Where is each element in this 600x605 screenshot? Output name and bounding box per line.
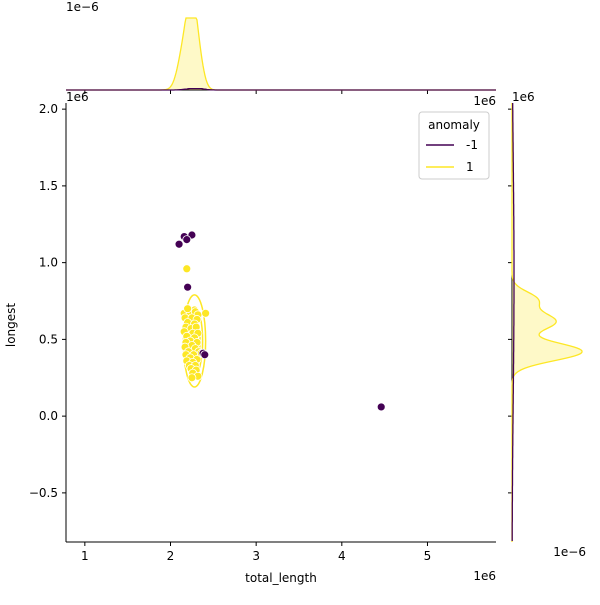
right-marginal-curve--1 xyxy=(511,103,515,541)
y-tick-label: 1.5 xyxy=(39,179,58,193)
scatter-point-normal xyxy=(201,308,211,318)
x-offset-label: 1e6 xyxy=(473,569,496,583)
x-axis-label: total_length xyxy=(245,571,317,585)
scatter-point-anomaly xyxy=(182,235,192,245)
right-marginal-fill-1 xyxy=(512,103,582,542)
x-tick-label: 3 xyxy=(252,549,260,563)
top-marginal-kde xyxy=(66,17,496,94)
main-plot-area: 1 2 3 4 5 −0.5 0.0 0.5 1.0 1.5 2.0 xyxy=(29,102,496,563)
top-marginal-right-offset-label: 1e6 xyxy=(473,94,496,108)
scatter-point-anomaly xyxy=(174,239,184,249)
x-tick-label: 4 xyxy=(338,549,346,563)
y-tick-label: 0.5 xyxy=(39,332,58,346)
right-marginal-offset-label: 1e−6 xyxy=(553,545,586,559)
x-tick-label: 1 xyxy=(81,549,89,563)
scatter-point-normal xyxy=(182,264,192,274)
legend-label-pos1: 1 xyxy=(466,160,474,174)
right-marginal-kde xyxy=(508,103,583,542)
top-marginal-offset-label: 1e−6 xyxy=(66,0,99,14)
scatter-point-anomaly xyxy=(200,350,210,360)
scatter-point-normal xyxy=(187,373,197,383)
scatter-point-anomaly xyxy=(376,402,386,412)
scatter-point-normal xyxy=(183,304,193,314)
y-tick-label: −0.5 xyxy=(29,486,58,500)
y-tick-label: 0.0 xyxy=(39,409,58,423)
right-marginal-y-offset-label: 1e6 xyxy=(512,90,535,104)
top-marginal-curve-1 xyxy=(66,17,496,91)
y-tick-label: 2.0 xyxy=(39,102,58,116)
x-tick-label: 2 xyxy=(167,549,175,563)
x-tick-label: 5 xyxy=(424,549,432,563)
top-marginal-fill-1 xyxy=(66,18,496,90)
scatter-point-anomaly xyxy=(183,282,193,292)
top-marginal-curve--1 xyxy=(66,87,496,91)
legend: anomaly -1 1 xyxy=(418,111,490,180)
y-offset-label: 1e6 xyxy=(66,90,89,104)
y-tick-label: 1.0 xyxy=(39,256,58,270)
legend-title: anomaly xyxy=(428,118,480,132)
y-axis-label: longest xyxy=(4,303,18,348)
legend-label-neg1: -1 xyxy=(466,138,478,152)
